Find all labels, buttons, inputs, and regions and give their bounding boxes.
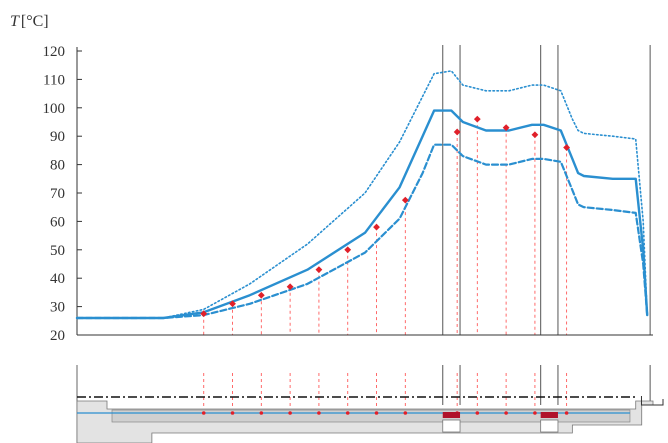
- curve-dotted: [76, 70, 648, 319]
- heater-housing: [442, 419, 461, 433]
- y-tick-label: 30: [50, 300, 65, 316]
- heater-block: [442, 412, 461, 418]
- measured-point: [453, 128, 461, 136]
- y-axis-unit: [°C]: [21, 13, 49, 30]
- measured-point: [200, 310, 208, 318]
- schematic-sensor-point: [345, 411, 350, 415]
- measured-points: [200, 115, 570, 318]
- measured-point: [563, 144, 570, 151]
- temperature-curves: [75, 70, 649, 320]
- measured-point: [344, 246, 352, 254]
- y-tick-label: 90: [50, 129, 65, 145]
- schematic-sensor-point: [533, 411, 537, 415]
- schematic-sensor-point: [403, 411, 408, 415]
- measured-point: [373, 223, 380, 231]
- schematic-sensor-point: [475, 411, 480, 415]
- measured-point: [257, 291, 265, 299]
- y-tick-label: 50: [50, 243, 65, 259]
- y-tick-label: 100: [43, 101, 66, 117]
- schematic-sensor-point: [288, 411, 292, 415]
- y-tick-label: 120: [43, 44, 66, 60]
- y-tick-label: 60: [50, 214, 65, 230]
- schematic-sensor-point: [317, 411, 321, 415]
- y-tick-label: 110: [43, 72, 65, 88]
- y-axis-title: T [°C]: [10, 13, 49, 30]
- curve-solid: [75, 109, 649, 320]
- y-tick-label: 70: [50, 186, 65, 202]
- measurement-position-lines: [203, 119, 568, 413]
- measured-point: [531, 131, 539, 139]
- oven-schematic: [76, 365, 664, 443]
- y-axis-symbol: T: [10, 13, 20, 30]
- zone-boundary-lines: [442, 45, 651, 405]
- schematic-sensor-point: [259, 411, 264, 415]
- y-tick-label: 40: [50, 271, 65, 287]
- heater-housing: [540, 419, 559, 433]
- measured-point: [502, 124, 510, 132]
- measured-point: [401, 196, 409, 204]
- measured-point: [286, 283, 294, 291]
- y-axis: 20 30 40 50 60 70 80 90 100 110 120: [43, 44, 653, 344]
- schematic-sensor-point: [564, 411, 569, 415]
- y-tick-label: 80: [50, 158, 65, 174]
- y-tick-label: 20: [50, 328, 65, 344]
- measured-point: [473, 115, 481, 123]
- schematic-sensor-point: [201, 411, 206, 415]
- schematic-exit: [640, 396, 664, 406]
- schematic-sensor-point: [230, 411, 235, 415]
- schematic-sensor-point: [374, 411, 379, 415]
- curve-dashed: [75, 143, 649, 320]
- measured-point: [315, 266, 323, 274]
- heater-block: [540, 412, 558, 418]
- schematic-sensor-point: [504, 411, 508, 415]
- measured-point: [229, 300, 236, 308]
